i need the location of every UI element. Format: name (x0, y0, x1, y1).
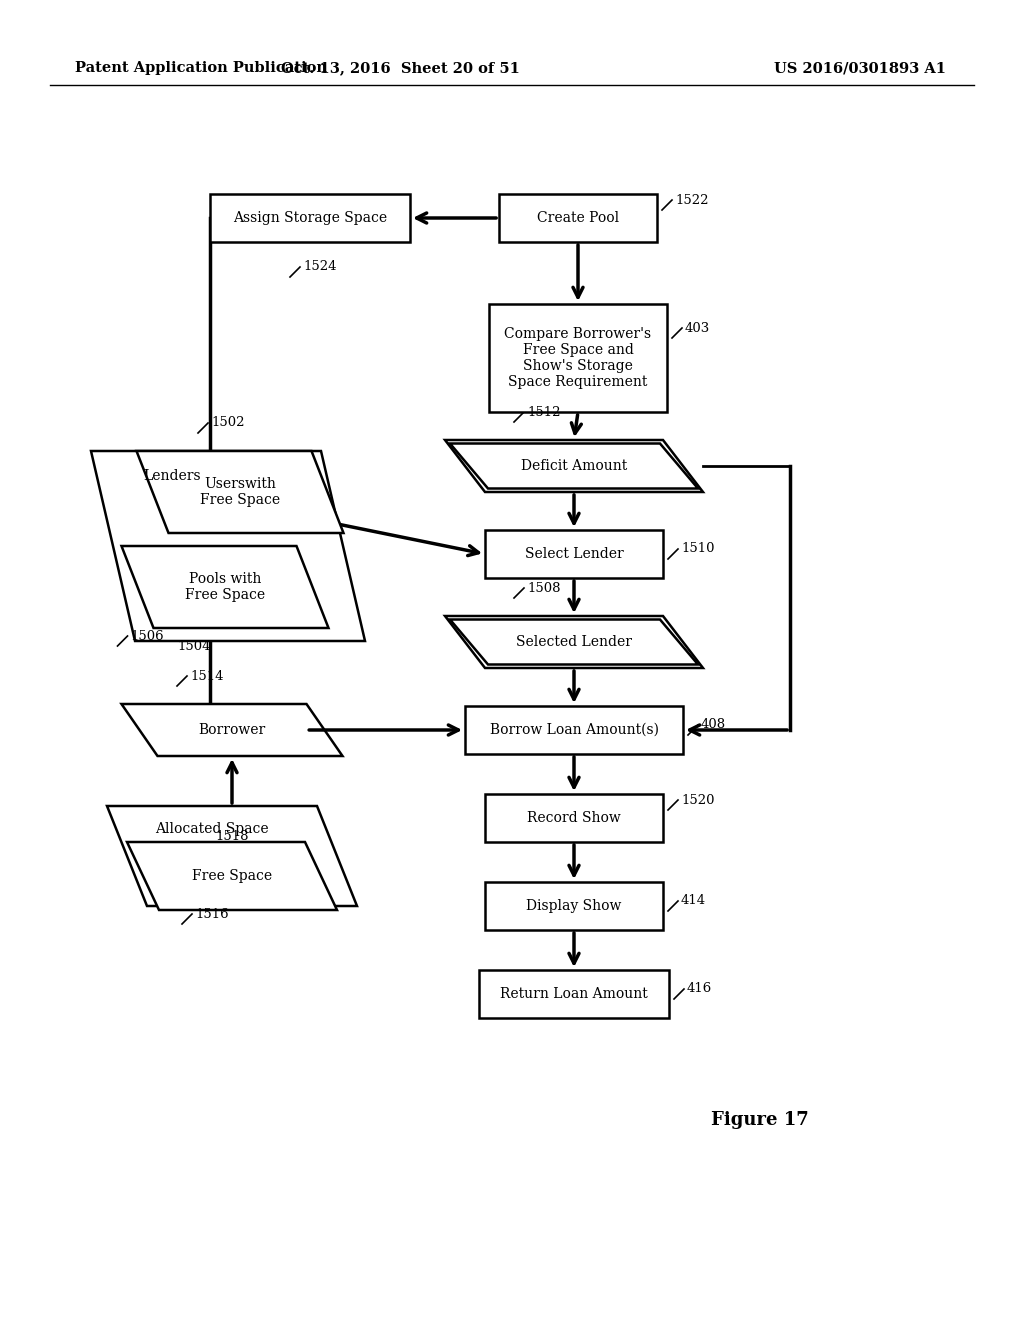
Bar (489, 304, 667, 412)
Text: 1522: 1522 (675, 194, 709, 206)
Text: Lenders: Lenders (143, 469, 201, 483)
Text: 1520: 1520 (681, 793, 715, 807)
Polygon shape (127, 842, 337, 909)
Text: Selected Lender: Selected Lender (516, 635, 632, 649)
Text: 1512: 1512 (527, 405, 560, 418)
Text: Return Loan Amount: Return Loan Amount (500, 987, 648, 1001)
Text: Assign Storage Space: Assign Storage Space (232, 211, 387, 224)
Polygon shape (122, 546, 329, 628)
Text: Allocated Space: Allocated Space (155, 822, 268, 836)
Text: Display Show: Display Show (526, 899, 622, 913)
Text: 1514: 1514 (190, 669, 223, 682)
Text: Select Lender: Select Lender (524, 546, 624, 561)
Bar (479, 970, 669, 1018)
Text: 416: 416 (687, 982, 713, 995)
Polygon shape (450, 444, 698, 488)
Bar (485, 795, 663, 842)
Text: Pools with
Free Space: Pools with Free Space (185, 572, 265, 602)
Text: Userswith
Free Space: Userswith Free Space (200, 477, 280, 507)
Text: 1516: 1516 (195, 908, 228, 920)
Text: Patent Application Publication: Patent Application Publication (75, 61, 327, 75)
Text: Borrow Loan Amount(s): Borrow Loan Amount(s) (489, 723, 658, 737)
Text: Borrower: Borrower (199, 723, 265, 737)
Polygon shape (450, 619, 698, 664)
Text: Record Show: Record Show (527, 810, 621, 825)
Bar (485, 882, 663, 931)
Polygon shape (445, 440, 703, 492)
Text: Oct. 13, 2016  Sheet 20 of 51: Oct. 13, 2016 Sheet 20 of 51 (281, 61, 519, 75)
Polygon shape (91, 451, 365, 642)
Text: 1510: 1510 (681, 543, 715, 556)
Bar (465, 706, 683, 754)
Bar (210, 194, 410, 242)
Text: 1506: 1506 (130, 630, 164, 643)
Text: 1504: 1504 (177, 639, 211, 652)
Text: 1518: 1518 (215, 829, 249, 842)
Text: Create Pool: Create Pool (537, 211, 620, 224)
Polygon shape (122, 704, 342, 756)
Text: 1524: 1524 (303, 260, 337, 273)
Bar (499, 194, 657, 242)
Polygon shape (136, 451, 343, 533)
Text: Compare Borrower's
Free Space and
Show's Storage
Space Requirement: Compare Borrower's Free Space and Show's… (505, 327, 651, 389)
Polygon shape (106, 807, 357, 906)
Text: 408: 408 (701, 718, 726, 731)
Polygon shape (445, 616, 703, 668)
Text: US 2016/0301893 A1: US 2016/0301893 A1 (774, 61, 946, 75)
Text: Free Space: Free Space (191, 869, 272, 883)
Text: 1508: 1508 (527, 582, 560, 594)
Text: 403: 403 (685, 322, 711, 334)
Text: 1502: 1502 (211, 417, 245, 429)
Text: 414: 414 (681, 895, 707, 908)
Bar (485, 531, 663, 578)
Text: Deficit Amount: Deficit Amount (521, 459, 627, 473)
Text: Figure 17: Figure 17 (711, 1111, 809, 1129)
